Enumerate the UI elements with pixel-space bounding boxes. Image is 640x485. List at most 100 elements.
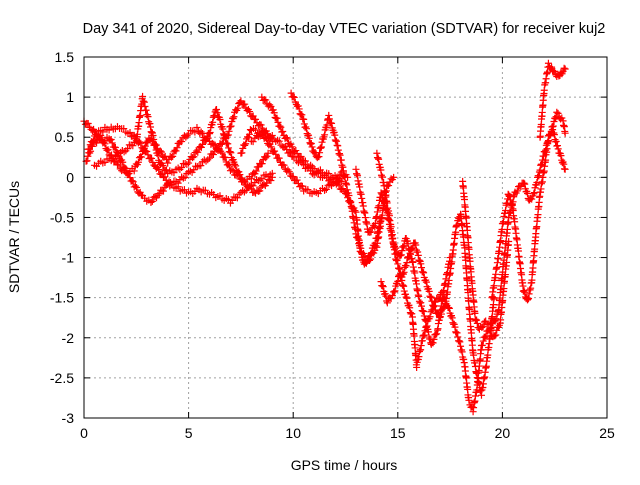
data-point <box>224 195 232 203</box>
data-point <box>419 268 427 276</box>
x-tick-label: 5 <box>185 425 193 441</box>
data-point <box>104 146 112 154</box>
data-point <box>193 124 201 132</box>
data-point <box>445 304 453 312</box>
data-point <box>202 136 210 144</box>
data-point <box>378 190 386 198</box>
data-point <box>553 142 561 150</box>
data-point <box>100 138 108 146</box>
data-point <box>224 160 232 168</box>
y-tick-label: 1 <box>66 89 74 105</box>
data-point <box>224 140 232 148</box>
data-point <box>180 186 188 194</box>
data-point <box>197 162 205 170</box>
data-point <box>241 141 249 149</box>
data-point <box>316 149 324 157</box>
data-point <box>452 328 460 336</box>
plot-frame <box>83 56 608 419</box>
data-point <box>561 65 569 73</box>
data-point <box>190 166 198 174</box>
data-point <box>241 100 249 108</box>
data-point <box>289 173 297 181</box>
data-point <box>120 167 128 175</box>
data-point <box>544 59 552 67</box>
x-tick-label: 20 <box>495 425 511 441</box>
data-point <box>399 281 407 289</box>
data-point <box>261 134 269 142</box>
data-point <box>453 329 461 337</box>
data-point <box>222 135 230 143</box>
data-point <box>197 128 205 136</box>
data-point <box>479 337 487 345</box>
data-point <box>554 145 562 153</box>
data-point <box>415 292 423 300</box>
data-point <box>99 128 107 136</box>
data-point <box>406 304 414 312</box>
data-point <box>377 189 385 197</box>
data-point <box>427 293 435 301</box>
data-point <box>152 146 160 154</box>
series-track-13 <box>536 59 569 141</box>
y-axis-label: SDTVAR / TECUs <box>6 181 22 293</box>
data-point <box>206 154 214 162</box>
data-point <box>406 309 414 317</box>
data-point <box>394 260 402 268</box>
data-point <box>557 152 565 160</box>
data-point <box>554 109 562 117</box>
data-point <box>430 335 438 343</box>
data-point <box>225 127 233 135</box>
data-point <box>147 198 155 206</box>
data-point <box>293 176 301 184</box>
data-point <box>521 180 529 188</box>
data-point <box>315 153 323 161</box>
data-point <box>451 323 459 331</box>
data-point <box>228 165 236 173</box>
data-point <box>233 194 241 202</box>
data-point <box>219 130 227 138</box>
data-point <box>392 244 400 252</box>
data-point <box>433 330 441 338</box>
y-tick-label: -1.5 <box>50 290 74 306</box>
data-point <box>328 119 336 127</box>
data-point <box>429 306 437 314</box>
data-point <box>465 396 473 404</box>
data-point <box>273 114 281 122</box>
points-layer <box>80 59 569 416</box>
data-point <box>399 243 407 251</box>
data-point <box>455 337 463 345</box>
data-point <box>140 146 148 154</box>
data-point <box>257 121 265 129</box>
data-point <box>352 230 360 238</box>
data-point <box>449 319 457 327</box>
data-point <box>275 154 283 162</box>
data-point <box>396 271 404 279</box>
series-track-11 <box>459 108 569 333</box>
data-point <box>212 105 220 113</box>
data-point <box>84 120 92 128</box>
data-point <box>367 255 375 263</box>
data-point <box>115 161 123 169</box>
data-point <box>378 282 386 290</box>
data-point <box>270 109 278 117</box>
data-point <box>216 116 224 124</box>
data-point <box>414 251 422 259</box>
data-point <box>181 173 189 181</box>
data-point <box>185 130 193 138</box>
data-point <box>390 288 398 296</box>
data-point <box>521 288 529 296</box>
data-point <box>425 287 433 295</box>
data-point <box>297 182 305 190</box>
data-point <box>247 175 255 183</box>
data-point <box>166 178 174 186</box>
data-point <box>394 277 402 285</box>
data-point <box>134 158 142 166</box>
data-point <box>403 259 411 267</box>
data-point <box>405 245 413 253</box>
y-tick-label: -3 <box>62 410 75 426</box>
data-point <box>402 262 410 270</box>
data-point <box>305 131 313 139</box>
data-point <box>407 250 415 258</box>
data-point <box>482 317 490 325</box>
data-point <box>398 277 406 285</box>
data-point <box>147 128 155 136</box>
